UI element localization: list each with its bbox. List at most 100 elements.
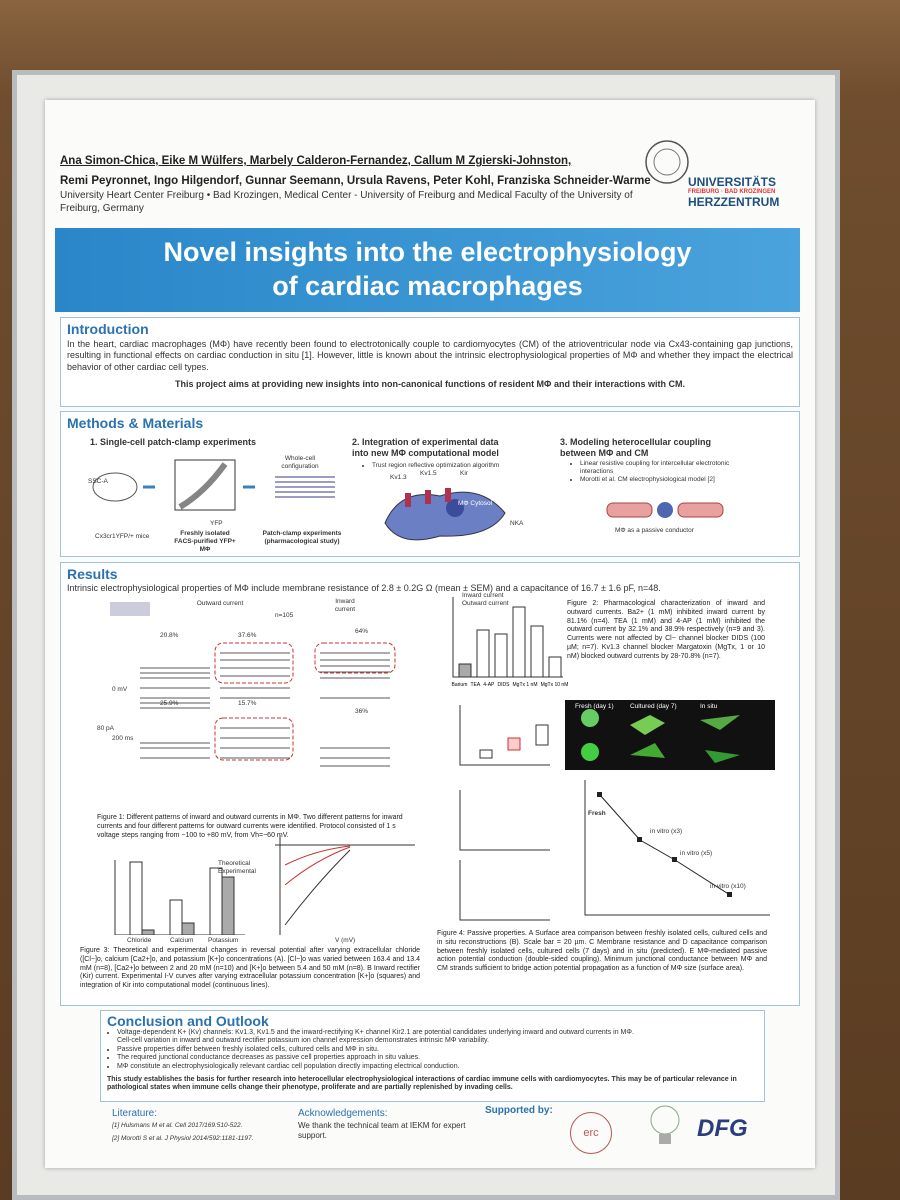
label: 37.6% <box>238 632 257 639</box>
decoration <box>548 656 562 678</box>
decoration <box>384 491 506 541</box>
ack-text: We thank the technical team at IEKM for … <box>298 1121 466 1140</box>
label: Kv1.5 <box>420 470 437 477</box>
decoration <box>630 715 665 735</box>
supported: Supported by: <box>485 1105 553 1116</box>
label: Freshly isolated FACS-purified YFP+ MΦ <box>174 530 236 553</box>
decoration <box>141 929 155 935</box>
cell-model <box>384 488 506 541</box>
decoration <box>214 717 294 761</box>
decoration <box>405 493 411 507</box>
method-figure <box>92 459 335 511</box>
decoration <box>209 867 223 935</box>
footer-heading: Supported by: <box>485 1105 553 1116</box>
title: Novel insights into the electrophysiolog… <box>163 237 692 301</box>
decoration <box>275 476 335 498</box>
decoration <box>275 476 335 498</box>
logo-text: HERZZENTRUM <box>688 195 780 209</box>
decoration <box>181 922 195 935</box>
decoration <box>637 837 642 842</box>
label: Outward current <box>196 600 244 607</box>
decoration <box>458 663 472 678</box>
decoration <box>114 860 245 935</box>
decoration <box>479 749 493 759</box>
decoration <box>507 737 521 751</box>
decoration <box>314 642 396 674</box>
label: n=105 <box>275 612 294 619</box>
decoration <box>672 857 677 862</box>
label: in vitro (x3) <box>650 828 683 835</box>
figure-4 <box>459 700 775 921</box>
bullet: Morotti et al. CM electrophysiological m… <box>580 476 750 484</box>
decoration <box>705 750 740 763</box>
decoration <box>178 462 228 510</box>
coupling-figure <box>606 502 724 518</box>
decoration <box>659 1134 671 1144</box>
reference: [1] Hulsmans M et al. Cell 2017/169:510-… <box>112 1122 243 1129</box>
label: 15.7% <box>238 700 257 707</box>
legend-item: Inward current <box>462 592 504 599</box>
reference: [2] Morotti S et al. J Physiol 2014/592:… <box>112 1134 254 1142</box>
label: 25.9% <box>160 700 179 707</box>
decoration <box>606 502 653 518</box>
step-title: 3. Modeling heterocellular coupling betw… <box>560 437 712 459</box>
legend-item: Experimental <box>218 868 256 875</box>
bullet: Passive properties differ between freshl… <box>117 1046 758 1054</box>
label: SSC-A <box>88 478 108 485</box>
panel-label: Fresh (day 1) <box>575 703 614 710</box>
decoration <box>140 667 210 709</box>
decoration <box>581 743 599 761</box>
closing: This study establishes the basis for fur… <box>107 1075 737 1092</box>
decoration <box>599 794 731 896</box>
decoration <box>530 625 544 678</box>
heading: Introduction <box>67 321 149 337</box>
aim: This project aims at providing new insig… <box>175 378 685 389</box>
label: 20.8% <box>160 632 179 639</box>
axis-label: V (mV) <box>335 937 356 944</box>
label: MΦ Cytosol <box>458 500 493 507</box>
bullets: Linear resistive coupling for intercellu… <box>570 460 750 483</box>
decoration <box>275 835 415 935</box>
x-labels: Barium TEA 4-AP DIDS MgTx 1 nM MgTx 10 nM <box>450 682 570 688</box>
decoration <box>284 846 351 886</box>
footer-heading: Literature: <box>112 1108 158 1119</box>
category: Barium <box>451 682 468 688</box>
decoration <box>700 715 740 730</box>
literature: Literature: [1] Hulsmans M et al. Cell 2… <box>112 1108 302 1143</box>
decoration <box>284 849 351 926</box>
decoration <box>320 652 390 699</box>
decoration <box>565 700 775 770</box>
decoration <box>220 652 290 699</box>
decoration <box>129 861 143 935</box>
figure-3 <box>114 835 415 935</box>
caption: Figure 2: Pharmacological characterizati… <box>567 600 765 660</box>
summary: Intrinsic electrophysiological propertie… <box>67 583 661 593</box>
label: 0 mV <box>112 686 128 693</box>
authors-line: Remi Peyronnet, Ingo Hilgendorf, Gunnar … <box>60 174 651 187</box>
decoration <box>214 642 294 684</box>
figure-1 <box>110 602 396 767</box>
category: Chloride <box>127 937 152 944</box>
decoration <box>284 845 351 866</box>
decoration <box>512 606 526 678</box>
label: Whole-cell configuration <box>281 455 319 470</box>
step-title: 1. Single-cell patch-clamp experiments <box>90 437 257 447</box>
panel-label: Cultured (day 7) <box>630 703 677 710</box>
label: Kir <box>460 470 468 477</box>
label: NKA <box>510 520 524 527</box>
intro-box: Introduction In the heart, cardiac macro… <box>60 317 800 407</box>
decoration <box>677 502 724 518</box>
affiliation: University Heart Center Freiburg • Bad K… <box>60 190 633 214</box>
decoration <box>581 709 599 727</box>
label: Kv1.3 <box>390 474 407 481</box>
label: Inward current <box>334 598 356 613</box>
decoration <box>657 502 673 518</box>
erc-logo: erc <box>570 1112 612 1154</box>
decoration <box>476 629 490 678</box>
logo-text: UNIVERSITÄTS <box>688 175 777 189</box>
bullets: Trust region reflective optimization alg… <box>362 462 532 470</box>
label: 64% <box>355 628 369 635</box>
footer-heading: Acknowledgements: <box>298 1108 388 1119</box>
title-banner: Novel insights into the electrophysiolog… <box>55 228 800 312</box>
